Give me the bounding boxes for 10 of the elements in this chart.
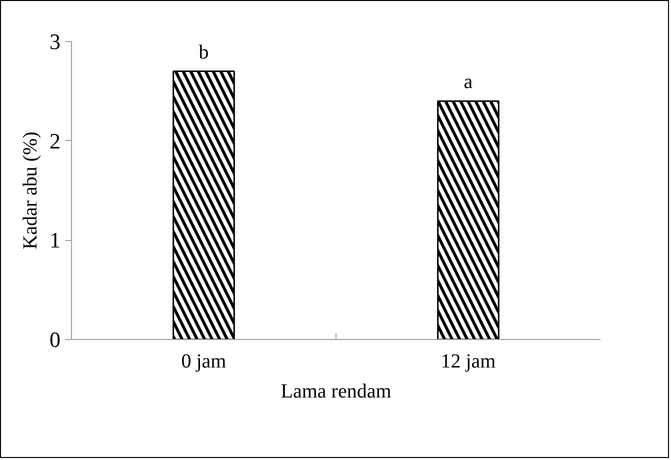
x-tick-label: 0 jam — [181, 350, 227, 372]
x-axis-title: Lama rendam — [280, 380, 392, 402]
y-tick-label: 3 — [50, 29, 60, 54]
y-tick-label: 2 — [50, 128, 60, 154]
x-tick-label: 12 jam — [440, 350, 496, 372]
y-tick-label: 1 — [50, 228, 60, 253]
y-axis-title: Kadar abu (%) — [20, 132, 42, 250]
y-tick-label: 0 — [50, 327, 60, 352]
annotation: b — [198, 41, 209, 64]
annotation: a — [464, 71, 473, 94]
